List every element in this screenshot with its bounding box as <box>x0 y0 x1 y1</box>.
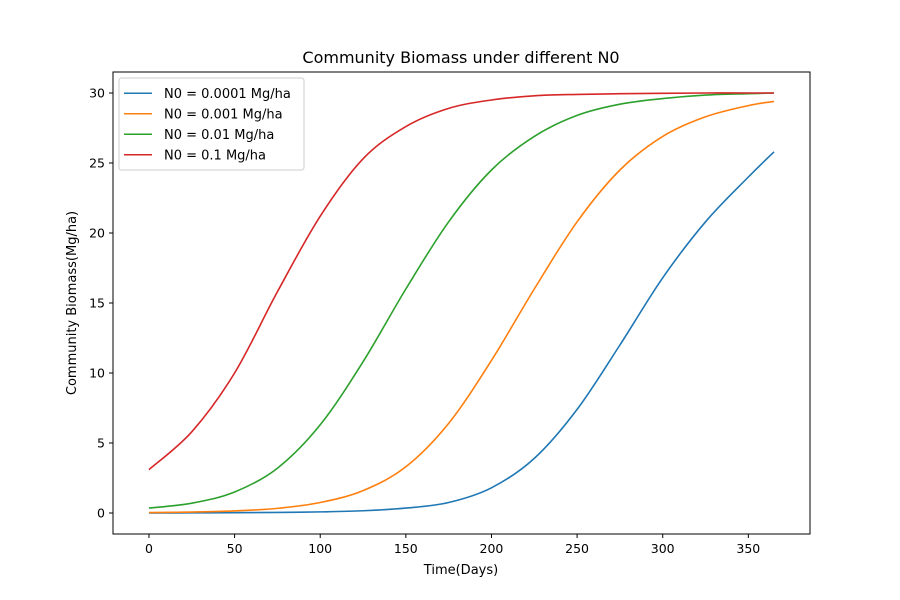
x-tick-label: 300 <box>651 541 675 556</box>
y-tick-label: 0 <box>97 506 105 521</box>
plot-area <box>148 92 775 514</box>
x-tick-label: 50 <box>227 541 243 556</box>
legend: N0 = 0.0001 Mg/ha N0 = 0.001 Mg/ha N0 = 0.… <box>118 77 305 171</box>
x-tick-label: 0 <box>145 541 153 556</box>
x-axis: 0 50 100 150 200 250 300 350 <box>145 534 760 556</box>
legend-label-3: N0 = 0.01 Mg/ha <box>164 128 274 143</box>
y-tick-label: 25 <box>89 156 105 171</box>
x-tick-label: 150 <box>394 541 418 556</box>
x-tick-label: 200 <box>480 541 504 556</box>
y-tick-label: 30 <box>89 86 105 101</box>
x-tick-label: 350 <box>736 541 760 556</box>
y-axis-label: Community Biomass(Mg/ha) <box>65 211 80 395</box>
series-line-3 <box>148 92 775 509</box>
x-axis-label: Time(Days) <box>423 563 498 578</box>
y-tick-label: 10 <box>89 366 105 381</box>
y-tick-label: 20 <box>89 226 105 241</box>
y-tick-label: 15 <box>89 296 105 311</box>
legend-label-4: N0 = 0.1 Mg/ha <box>164 148 266 163</box>
chart-title: Community Biomass under different N0 <box>302 48 619 67</box>
legend-label-2: N0 = 0.001 Mg/ha <box>164 107 283 122</box>
series-line-4 <box>148 92 775 471</box>
y-tick-label: 5 <box>97 436 105 451</box>
x-tick-label: 100 <box>308 541 332 556</box>
x-tick-label: 250 <box>565 541 589 556</box>
series-line-1 <box>148 151 775 514</box>
y-axis: 0 5 10 15 20 25 30 <box>89 86 113 521</box>
legend-box <box>118 77 305 171</box>
series-line-2 <box>148 100 775 514</box>
legend-label-1: N0 = 0.0001 Mg/ha <box>164 87 291 102</box>
